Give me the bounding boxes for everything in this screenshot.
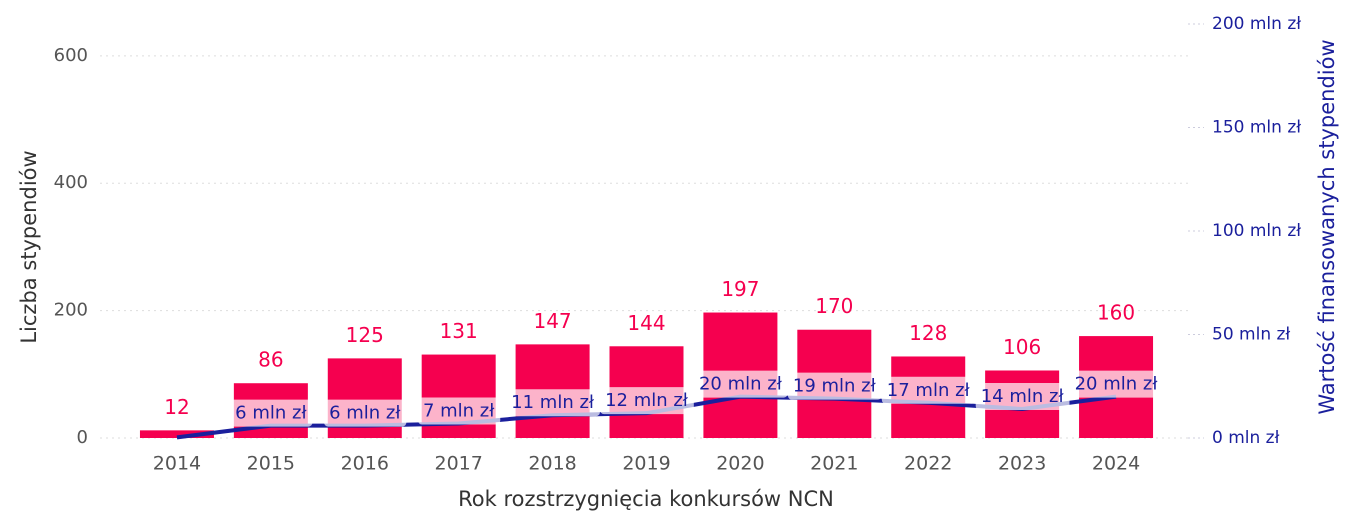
bar-value-label: 160 xyxy=(1097,301,1135,325)
y2-tick-label: 50 mln zł xyxy=(1212,325,1290,345)
x-tick-label: 2017 xyxy=(435,453,483,475)
line-value-label-group: 20 mln zł xyxy=(1069,370,1164,398)
y2-tick-label: 100 mln zł xyxy=(1212,221,1301,241)
line-value-label-group: 6 mln zł xyxy=(324,399,407,427)
bar xyxy=(139,430,214,438)
line-value-label-box xyxy=(787,372,882,400)
x-tick-label: 2020 xyxy=(716,453,764,475)
x-tick-label: 2018 xyxy=(528,453,576,475)
bar-value-label: 106 xyxy=(1003,335,1041,359)
y-tick-label: 0 xyxy=(77,427,88,448)
y2-tick-label: 200 mln zł xyxy=(1212,14,1301,34)
line-value-label-box xyxy=(881,376,976,404)
line-value-label: 6 mln zł xyxy=(329,403,401,424)
line-value-label-box xyxy=(693,370,788,398)
x-tick-label: 2023 xyxy=(998,453,1046,475)
x-tick-label: 2024 xyxy=(1092,453,1140,475)
bar-value-label: 170 xyxy=(815,294,853,318)
x-tick-label: 2015 xyxy=(247,453,295,475)
y2-tick-label: 150 mln zł xyxy=(1212,118,1301,138)
y-tick-label: 400 xyxy=(54,172,88,193)
line-value-label-group: 14 mln zł xyxy=(975,383,1070,411)
y-axis-title: Liczba stypendiów xyxy=(17,150,41,343)
bar-value-label: 125 xyxy=(346,323,384,347)
line-value-label: 6 mln zł xyxy=(235,403,307,424)
bar-value-label: 12 xyxy=(164,395,189,419)
y-tick-label: 600 xyxy=(54,45,88,66)
line-value-label-box xyxy=(417,397,501,425)
bar-value-label: 144 xyxy=(627,311,665,335)
x-tick-label: 2021 xyxy=(810,453,858,475)
line-value-label-group: 17 mln zł xyxy=(881,376,976,404)
bar-value-label: 197 xyxy=(721,277,759,301)
line-value-label: 19 mln zł xyxy=(793,376,877,397)
line-value-label: 17 mln zł xyxy=(887,380,971,401)
line-value-label: 12 mln zł xyxy=(605,390,689,411)
line-value-label: 11 mln zł xyxy=(511,392,595,413)
line-value-label-group: 12 mln zł xyxy=(600,387,694,415)
y-tick-label: 200 xyxy=(54,300,88,321)
line-value-label-box xyxy=(1069,370,1164,398)
line-value-label: 7 mln zł xyxy=(423,401,495,422)
bar-value-label: 131 xyxy=(440,319,478,343)
y2-axis-title: Wartość finansowanych stypendiów xyxy=(1315,39,1339,414)
line-value-label-box xyxy=(600,387,694,415)
x-tick-label: 2016 xyxy=(341,453,389,475)
bar-value-label: 128 xyxy=(909,321,947,345)
line-value-label-group: 19 mln zł xyxy=(787,372,882,400)
x-axis-title: Rok rozstrzygnięcia konkursów NCN xyxy=(458,487,834,511)
line-value-label-box xyxy=(975,383,1070,411)
line-value-label-box xyxy=(324,399,407,427)
line-value-label-group: 11 mln zł xyxy=(506,389,600,417)
line-value-label-box xyxy=(230,399,313,427)
line-value-label-box xyxy=(506,389,600,417)
y2-tick-label: 0 mln zł xyxy=(1212,428,1280,448)
x-tick-label: 2014 xyxy=(153,453,201,475)
line-value-label-group: 7 mln zł xyxy=(417,397,501,425)
line-value-label-group: 6 mln zł xyxy=(230,399,313,427)
bar-value-label: 86 xyxy=(258,348,283,372)
x-tick-label: 2019 xyxy=(622,453,670,475)
bar-value-label: 147 xyxy=(533,309,571,333)
line-value-label-group: 20 mln zł xyxy=(693,370,788,398)
line-value-label: 14 mln zł xyxy=(981,386,1065,407)
x-tick-label: 2022 xyxy=(904,453,952,475)
line-value-label: 20 mln zł xyxy=(1075,374,1159,395)
line-value-label: 20 mln zł xyxy=(699,374,783,395)
